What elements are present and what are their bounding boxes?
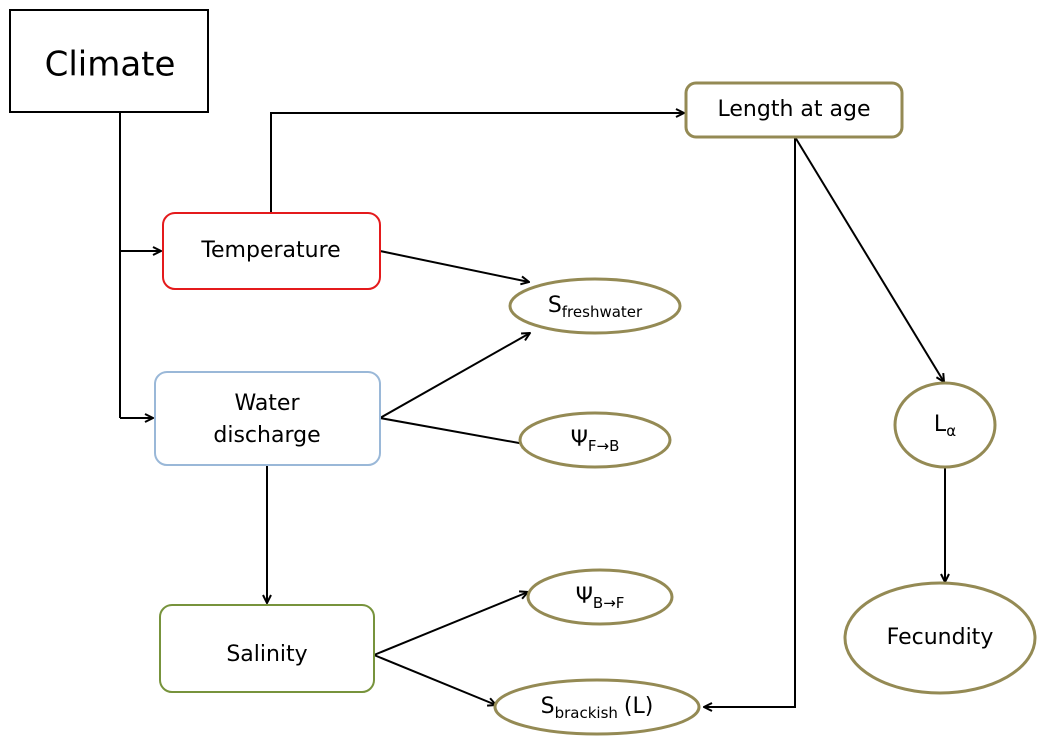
climate-box <box>9 9 209 113</box>
node-label: Sfreshwater <box>548 293 643 321</box>
symbol: Ψ <box>576 584 593 609</box>
symbol: Ψ <box>571 427 588 452</box>
subscript: F→B <box>588 437 620 455</box>
node-label: Water <box>234 391 300 416</box>
node-label: ΨB→F <box>576 584 625 612</box>
node-label: Temperature <box>200 238 340 263</box>
discharge-box <box>154 371 381 466</box>
node-ellipse <box>843 581 1037 695</box>
salinity-box <box>159 604 375 693</box>
symbol: S <box>541 694 555 719</box>
subscript: freshwater <box>562 303 643 321</box>
edge <box>704 137 796 707</box>
symbol: S <box>548 293 562 318</box>
edge <box>373 592 528 656</box>
node-label: Climate <box>45 45 176 85</box>
node-ellipse <box>508 277 682 335</box>
edge <box>794 136 944 382</box>
node-label: Sbrackish (L) <box>541 694 654 722</box>
subscript: brackish <box>555 704 618 722</box>
subscript: B→F <box>593 594 625 612</box>
node-ellipse <box>893 381 997 469</box>
node-label: Salinity <box>226 642 307 667</box>
node-label: Fecundity <box>887 625 994 650</box>
length-box <box>684 81 904 139</box>
node-ellipse <box>518 411 672 469</box>
node-label: Length at age <box>718 97 871 122</box>
temperature-box <box>162 212 381 290</box>
edge <box>379 250 529 282</box>
edge <box>270 113 684 213</box>
node-ellipse <box>493 678 701 736</box>
edge <box>379 417 530 445</box>
node-label: ΨF→B <box>571 427 620 455</box>
node-label: discharge <box>213 423 320 448</box>
node-ellipse <box>526 568 674 626</box>
suffix: (L) <box>624 694 653 719</box>
symbol: L <box>934 412 947 437</box>
edges <box>119 112 945 707</box>
edge <box>379 333 530 419</box>
subscript: α <box>946 422 956 440</box>
node-label: Lα <box>934 412 956 440</box>
edge <box>373 654 496 705</box>
